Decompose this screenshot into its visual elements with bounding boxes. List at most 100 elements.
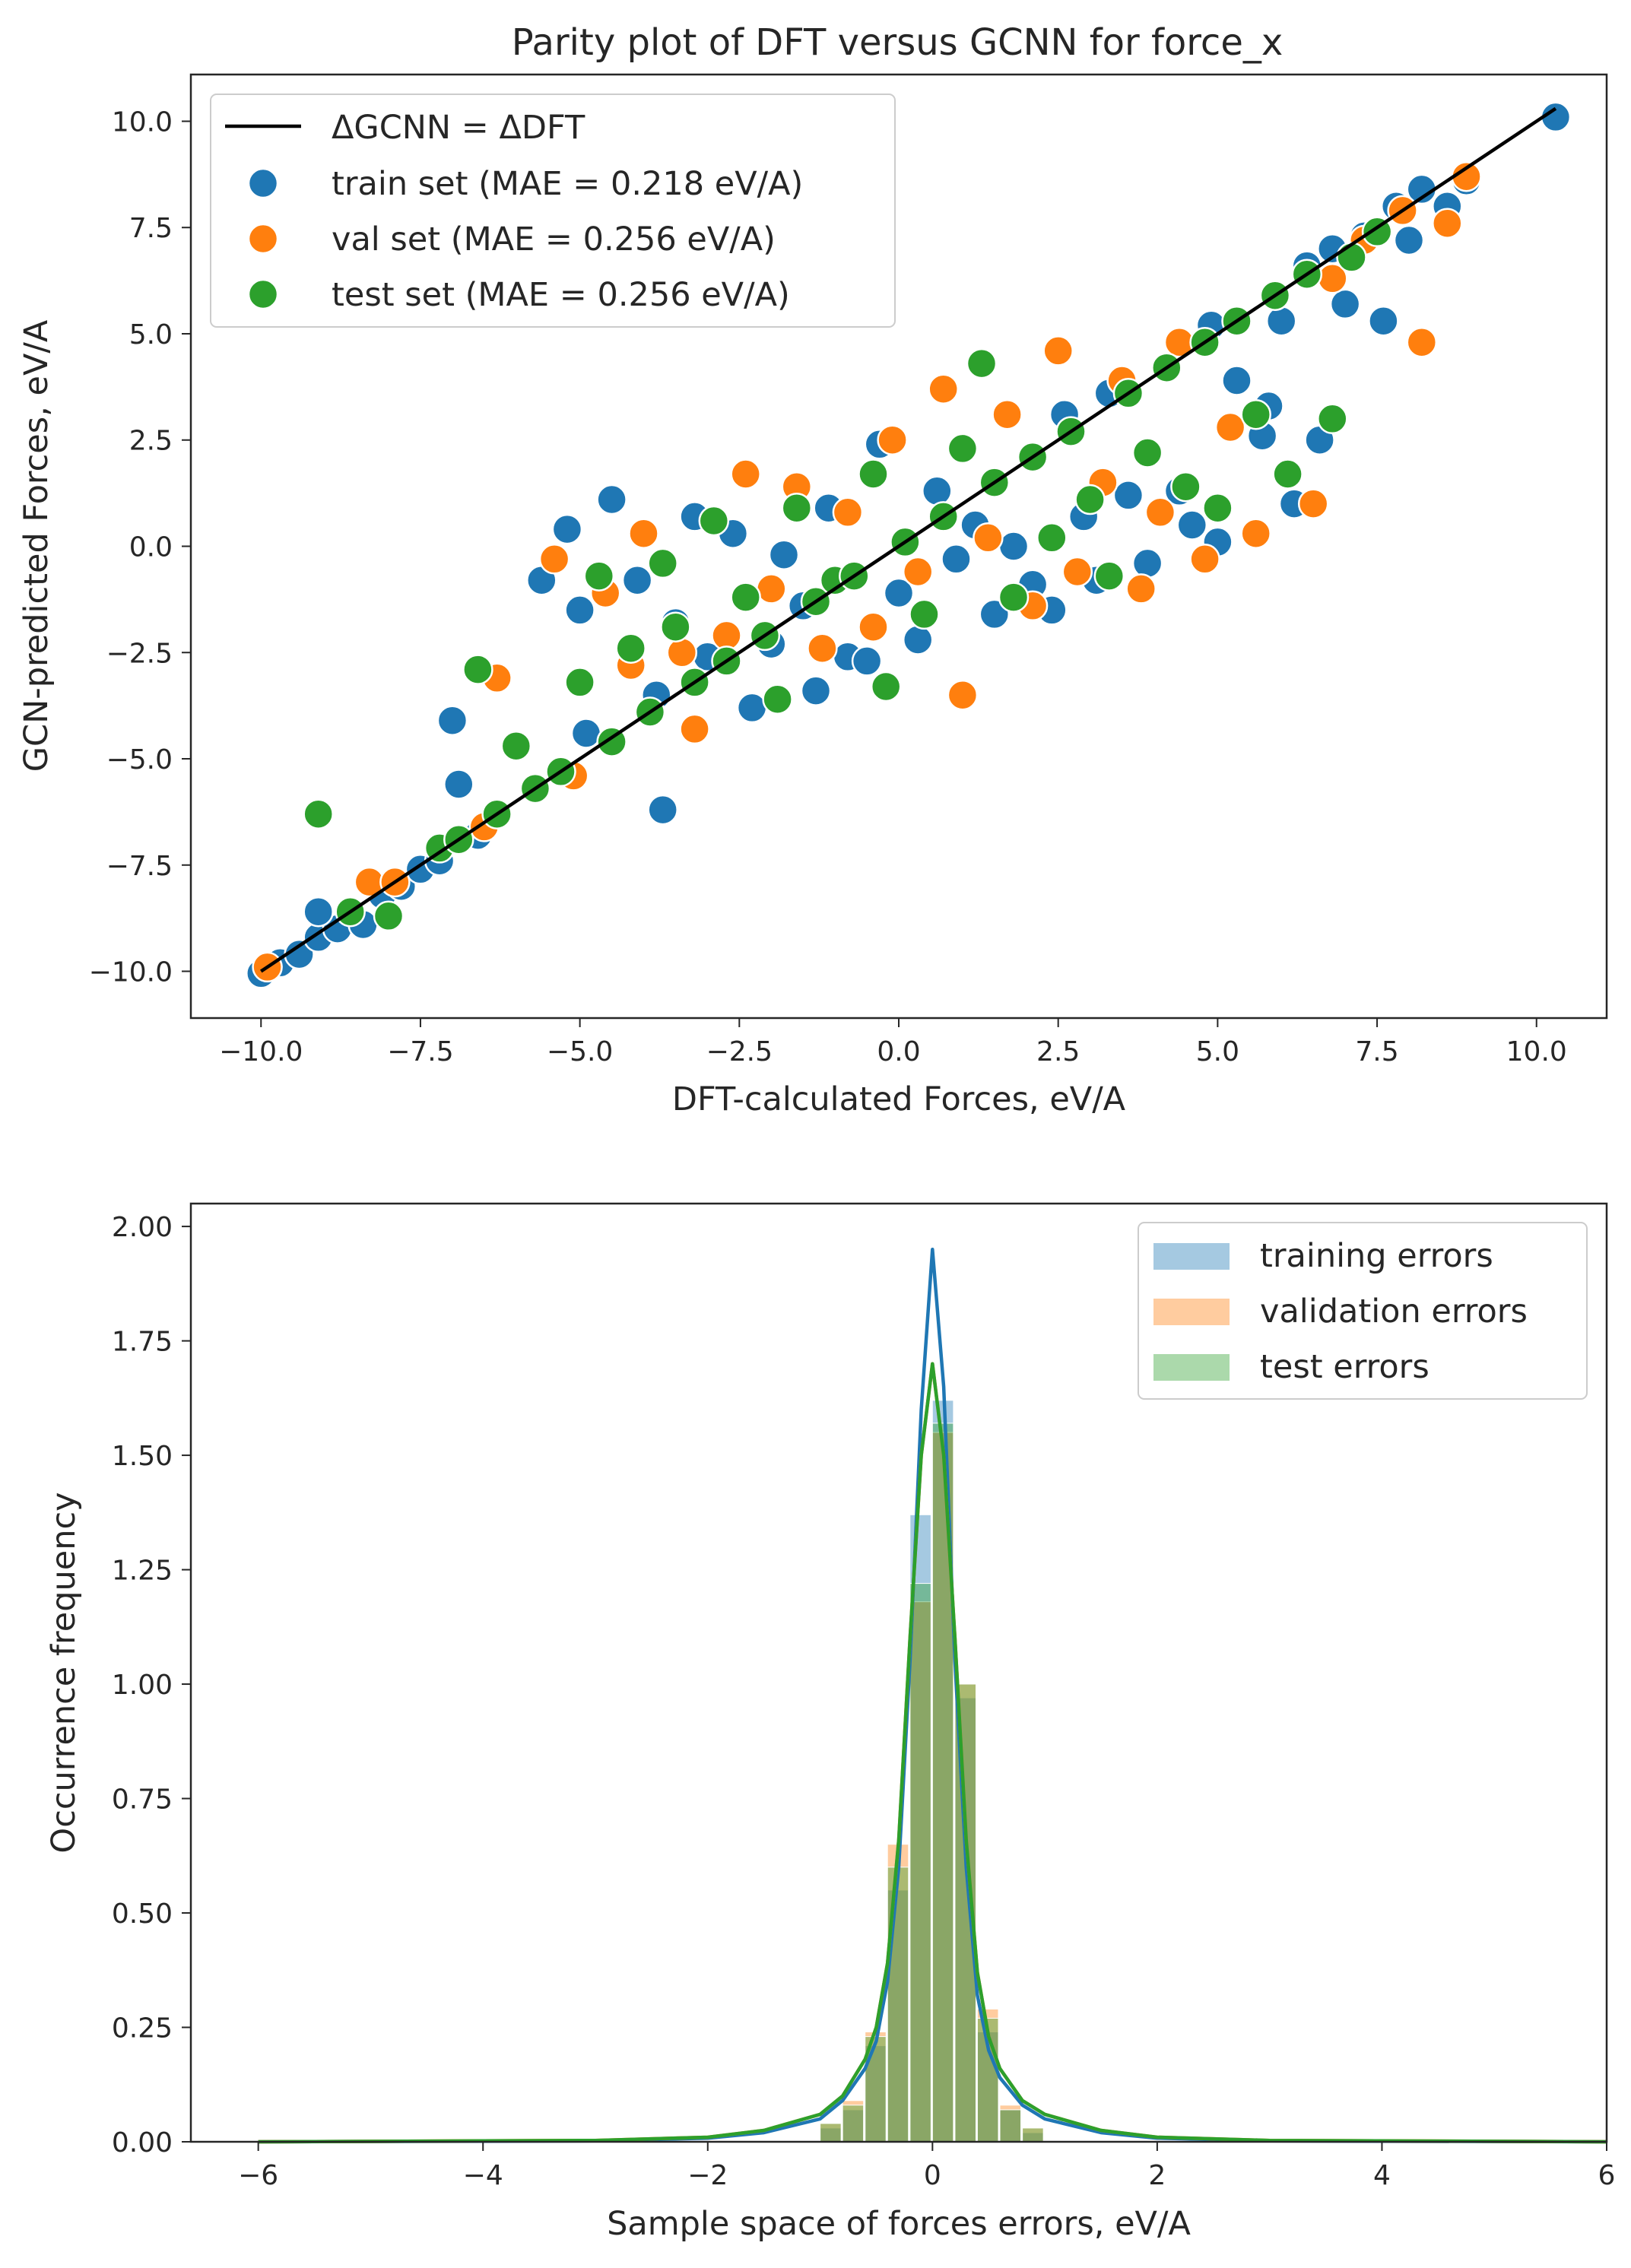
scatter-point-series-1-22 xyxy=(947,679,979,711)
legend-swatch-training xyxy=(1153,1243,1230,1270)
parity-y-tick-label: 7.5 xyxy=(129,213,173,244)
scatter-point-series-1-31 xyxy=(1144,496,1176,528)
legend-label-reference: ΔGCNN = ΔDFT xyxy=(332,109,585,147)
parity-x-tick-label: −10.0 xyxy=(219,1036,303,1067)
scatter-point-series-0-38 xyxy=(941,544,972,575)
parity-x-tick-label: 10.0 xyxy=(1506,1036,1567,1067)
parity-y-tick-label: −10.0 xyxy=(89,957,173,988)
histogram-y-tick-label: 2.00 xyxy=(112,1212,173,1243)
scatter-point-series-2-23 xyxy=(781,492,813,524)
legend-marker-train xyxy=(247,167,279,199)
parity-x-tick-label: −2.5 xyxy=(706,1036,773,1067)
histogram-bar-series-1-4 xyxy=(909,1601,931,2143)
scatter-point-series-0-37 xyxy=(922,475,953,507)
scatter-point-series-1-23 xyxy=(973,522,1004,554)
scatter-point-series-1-24 xyxy=(992,398,1023,430)
scatter-point-series-1-17 xyxy=(832,496,864,528)
scatter-point-series-0-30 xyxy=(800,675,832,706)
parity-title: Parity plot of DFT versus GCNN for force… xyxy=(512,21,1284,64)
scatter-point-series-0-49 xyxy=(1131,547,1163,579)
histogram-y-tick-label: 0.00 xyxy=(112,2127,173,2159)
legend-swatch-validation xyxy=(1153,1299,1230,1325)
histogram-bar-series-0-1 xyxy=(842,2109,865,2143)
scatter-point-series-0-5 xyxy=(303,896,334,928)
scatter-point-series-0-55 xyxy=(1221,365,1252,396)
kde-curve-series-0 xyxy=(258,1247,1607,2144)
scatter-point-series-2-10 xyxy=(564,667,595,698)
histogram-bar-series-2-1 xyxy=(842,2105,865,2143)
histogram-y-axis-label: Occurrence frequency xyxy=(45,1492,83,1853)
scatter-point-series-2-16 xyxy=(660,611,691,642)
parity-x-tick-label: −7.5 xyxy=(387,1036,453,1067)
parity-x-axis-label: DFT-calculated Forces, eV/A xyxy=(672,1080,1126,1118)
parity-x-tick-label: −5.0 xyxy=(547,1036,613,1067)
scatter-point-series-0-67 xyxy=(1393,224,1425,256)
histogram-y-tick-label: 1.25 xyxy=(112,1556,173,1587)
scatter-point-series-1-10 xyxy=(666,637,698,668)
scatter-point-series-0-52 xyxy=(1176,509,1208,541)
histogram-x-tick-label: −2 xyxy=(687,2160,728,2191)
parity-chart: Parity plot of DFT versus GCNN for force… xyxy=(17,21,1608,1118)
scatter-point-series-1-19 xyxy=(877,424,908,455)
kde-curve-series-2 xyxy=(258,1362,1607,2144)
scatter-point-series-2-35 xyxy=(998,582,1030,613)
scatter-point-series-2-32 xyxy=(947,433,979,465)
scatter-point-series-1-26 xyxy=(1042,335,1074,366)
histogram-bar-series-2-9 xyxy=(1022,2127,1044,2143)
scatter-point-series-2-0 xyxy=(303,798,334,829)
scatter-point-series-2-5 xyxy=(462,654,493,685)
parity-legend-box xyxy=(210,94,896,328)
histogram-bar-series-2-0 xyxy=(820,2123,842,2143)
histogram-y-tick-label: 0.50 xyxy=(112,1898,173,1930)
histogram-y-tick-label: 0.75 xyxy=(112,1784,173,1816)
scatter-point-series-1-33 xyxy=(1189,544,1220,575)
parity-y-axis-label: GCN-predicted Forces, eV/A xyxy=(17,319,56,772)
legend-label-train: train set (MAE = 0.218 eV/A) xyxy=(332,165,803,203)
scatter-point-series-2-37 xyxy=(1036,522,1068,554)
scatter-point-series-0-17 xyxy=(570,718,602,749)
histogram-legend-box xyxy=(1138,1222,1588,1400)
scatter-point-series-2-53 xyxy=(1336,242,1367,273)
histogram-y-tick-label: 0.25 xyxy=(112,2013,173,2044)
scatter-point-series-1-13 xyxy=(730,458,761,490)
scatter-point-series-0-28 xyxy=(768,539,800,570)
scatter-point-series-1-27 xyxy=(1061,556,1093,588)
scatter-point-series-0-18 xyxy=(596,484,627,515)
scatter-point-series-1-20 xyxy=(902,556,934,588)
scatter-point-series-2-15 xyxy=(647,547,678,579)
scatter-point-series-0-19 xyxy=(621,564,653,596)
parity-y-tick-label: −7.5 xyxy=(106,851,173,882)
legend-label-validation: validation errors xyxy=(1260,1293,1528,1331)
scatter-point-series-2-2 xyxy=(373,900,405,932)
scatter-point-series-2-27 xyxy=(858,458,889,490)
parity-legend: ΔGCNN = ΔDFT train set (MAE = 0.218 eV/A… xyxy=(210,94,896,328)
scatter-point-series-0-12 xyxy=(443,769,474,800)
parity-y-tick-label: −5.0 xyxy=(106,744,173,776)
scatter-point-series-2-30 xyxy=(909,598,940,630)
legend-marker-test xyxy=(247,278,279,310)
scatter-point-series-0-63 xyxy=(1329,288,1361,320)
legend-swatch-test xyxy=(1153,1354,1230,1381)
histogram-x-tick-label: 6 xyxy=(1598,2160,1616,2191)
scatter-point-series-1-37 xyxy=(1297,488,1329,519)
parity-x-tick-label: 0.0 xyxy=(877,1036,920,1067)
parity-y-tick-label: 10.0 xyxy=(112,106,173,138)
parity-y-tick-label: 5.0 xyxy=(129,319,173,351)
parity-y-ticks: −10.0 −7.5 −5.0 −2.5 0.0 2.5 5.0 7.5 10.0 xyxy=(89,106,191,988)
histogram-y-tick-label: 1.00 xyxy=(112,1670,173,1701)
scatter-point-series-2-7 xyxy=(500,730,532,762)
parity-x-tick-label: 2.5 xyxy=(1036,1036,1080,1067)
histogram-legend: training errors validation errors test e… xyxy=(1138,1222,1588,1400)
parity-x-tick-label: 7.5 xyxy=(1355,1036,1398,1067)
scatter-point-series-0-11 xyxy=(436,705,468,736)
scatter-point-series-1-41 xyxy=(1406,326,1438,358)
histogram-y-tick-label: 1.75 xyxy=(112,1327,173,1358)
scatter-point-series-1-16 xyxy=(807,633,838,664)
scatter-point-series-1-35 xyxy=(1240,518,1271,549)
scatter-point-series-2-11 xyxy=(583,560,615,592)
legend-label-val: val set (MAE = 0.256 eV/A) xyxy=(332,220,776,259)
histogram-bar-series-2-3 xyxy=(887,1867,909,2143)
error-histogram-chart: −6 −4 −2 0 2 4 6 0.00 0.25 0.50 0.75 1.00 1.25 1.50 1… xyxy=(45,1202,1616,2243)
scatter-point-series-0-16 xyxy=(564,595,595,626)
scatter-point-series-2-13 xyxy=(615,633,646,664)
